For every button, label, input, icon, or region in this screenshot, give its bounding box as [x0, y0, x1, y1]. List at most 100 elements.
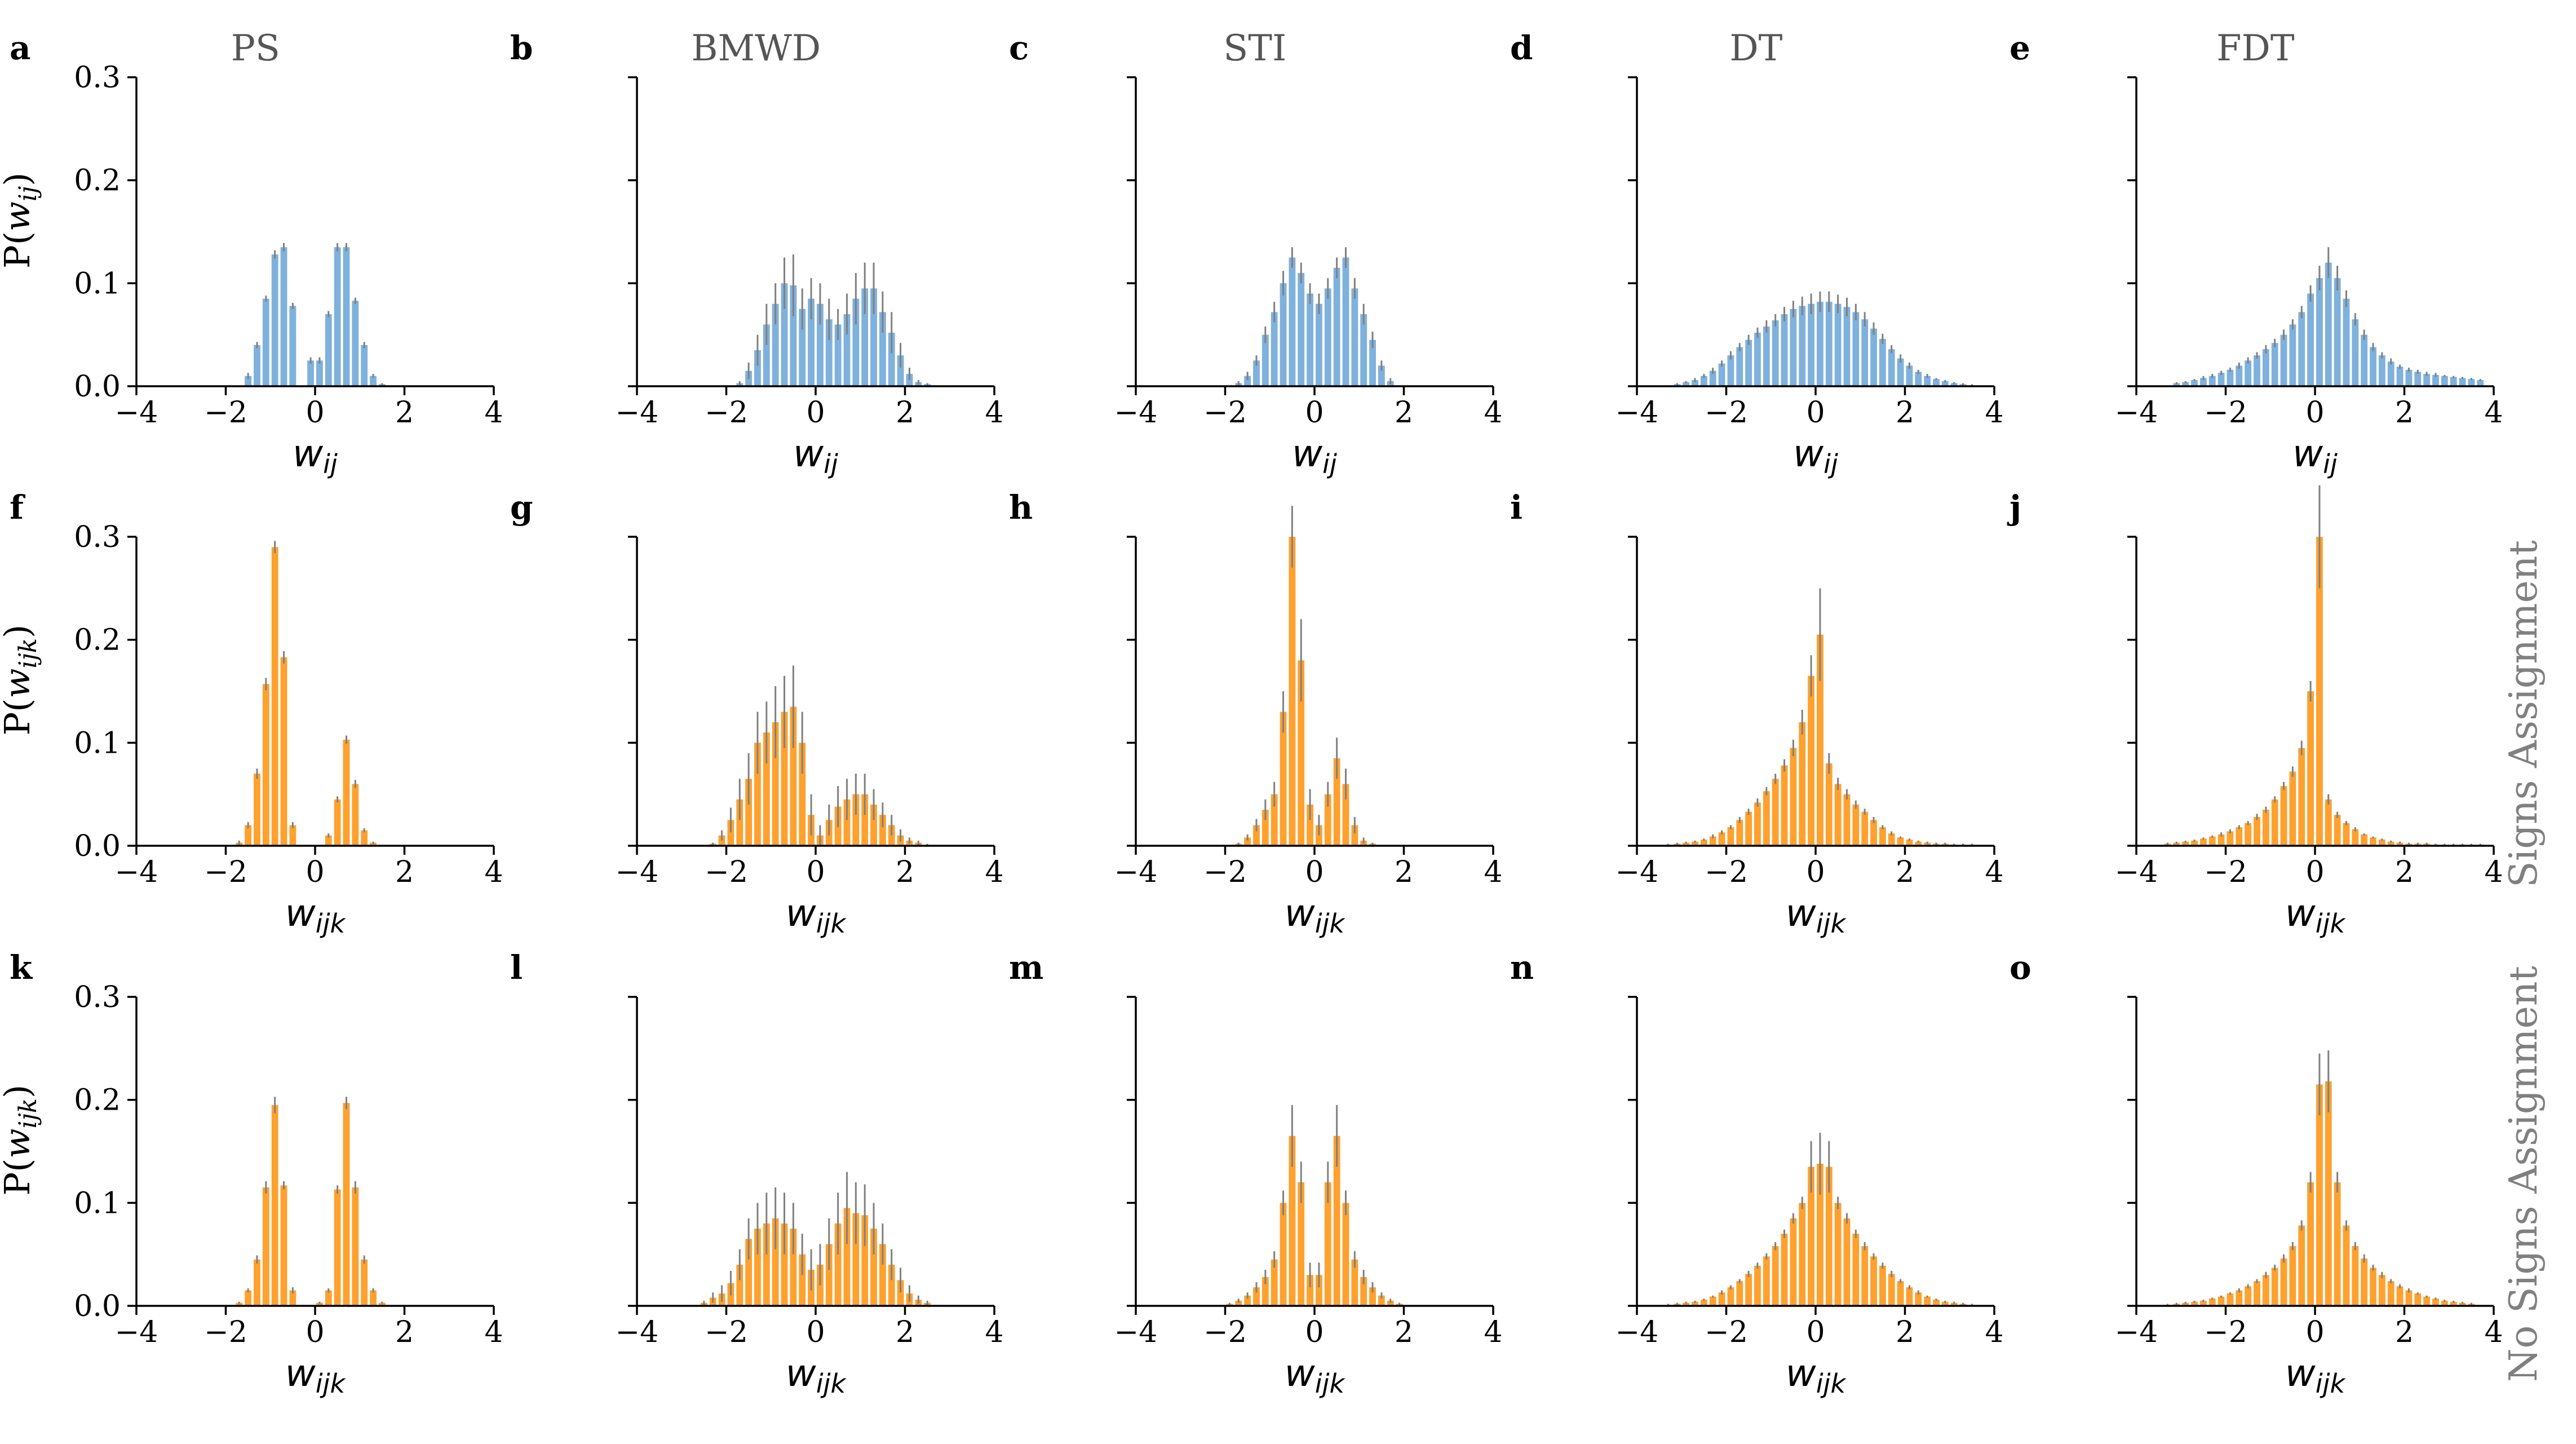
- x-tick-label: 4: [2484, 1315, 2503, 1349]
- x-tick-label: 4: [2484, 396, 2503, 430]
- bar: [2173, 383, 2180, 386]
- bar: [245, 1290, 252, 1306]
- bar: [1683, 842, 1690, 846]
- bar: [2271, 799, 2278, 846]
- x-tick-label: 2: [2395, 1315, 2414, 1349]
- bar: [2414, 372, 2422, 386]
- bar: [1351, 1259, 1358, 1306]
- bar: [1316, 825, 1322, 846]
- bar: [2191, 380, 2198, 386]
- x-axis-label: wij: [793, 432, 838, 479]
- x-tick-label: −4: [1615, 396, 1659, 430]
- bar: [254, 774, 260, 846]
- bar: [2396, 366, 2404, 386]
- x-tick-label: 2: [1896, 1315, 1914, 1349]
- bar: [897, 1280, 904, 1306]
- panel-j: −4 −2 0 2 4 j wijk: [2007, 485, 2503, 939]
- x-tick-label: 0: [1305, 1315, 1324, 1349]
- bar: [352, 301, 359, 386]
- bar: [2236, 827, 2243, 846]
- bar: [1307, 804, 1313, 846]
- bar: [2280, 334, 2287, 386]
- bar: [817, 1264, 824, 1306]
- bar: [2334, 1182, 2341, 1306]
- x-tick-label: −2: [2204, 855, 2247, 889]
- bar: [254, 1259, 260, 1306]
- bar: [1915, 372, 1922, 386]
- x-tick-label: 2: [896, 1315, 914, 1349]
- bar: [2307, 1182, 2314, 1306]
- bar: [1289, 1136, 1296, 1306]
- panel-b: −4 −2 0 2 4 b BMWD wij: [510, 28, 1004, 479]
- bar: [1888, 1274, 1895, 1306]
- x-tick-label: 0: [1806, 396, 1825, 430]
- bar: [897, 355, 904, 386]
- panel-letter: h: [1009, 488, 1033, 527]
- bar: [1754, 1265, 1761, 1306]
- y-tick-label: 0.3: [74, 981, 121, 1014]
- bar: [370, 376, 377, 386]
- bar: [1235, 1300, 1242, 1306]
- bar: [289, 306, 296, 386]
- panel-letter: n: [1510, 948, 1534, 987]
- x-axis-label: wij: [1793, 432, 1838, 479]
- bar: [1790, 1218, 1797, 1306]
- bar: [1718, 363, 1725, 386]
- x-tick-label: −4: [2115, 396, 2158, 430]
- bar: [1718, 1292, 1725, 1306]
- bar: [852, 1213, 860, 1306]
- bar: [1906, 1287, 1913, 1306]
- bar: [343, 739, 350, 846]
- x-axis-label: wijk: [285, 891, 347, 939]
- panel-n: −4 −2 0 2 4 n wijk: [1510, 948, 2004, 1399]
- bar: [325, 1290, 332, 1306]
- bar: [1763, 791, 1770, 846]
- bar: [727, 820, 734, 846]
- bar: [870, 1229, 877, 1306]
- panel-letter: a: [10, 29, 31, 67]
- bar: [2254, 355, 2260, 386]
- y-axis-label: P(wij): [0, 173, 42, 269]
- bar: [1683, 382, 1690, 386]
- bar: [1298, 660, 1305, 846]
- bar: [325, 835, 332, 846]
- x-tick-label: 0: [306, 1315, 324, 1349]
- bar: [1879, 1265, 1886, 1306]
- bar: [1745, 811, 1752, 846]
- x-tick-label: 0: [306, 855, 324, 889]
- bar: [763, 1223, 770, 1306]
- bar: [1825, 763, 1833, 846]
- bar: [2414, 1293, 2422, 1306]
- bar: [1861, 811, 1869, 846]
- bar: [1709, 1296, 1716, 1306]
- bar: [852, 298, 860, 386]
- x-tick-label: −2: [705, 1315, 748, 1349]
- panel-h: −4 −2 0 2 4 h wijk: [1009, 488, 1503, 939]
- bar: [1378, 1295, 1385, 1306]
- bar: [2325, 1081, 2332, 1306]
- bar: [2441, 376, 2448, 386]
- bar: [1244, 837, 1251, 846]
- bar: [2396, 1286, 2404, 1306]
- bar: [1369, 339, 1376, 386]
- x-tick-label: 4: [484, 396, 503, 430]
- bar: [2262, 1275, 2269, 1306]
- bar: [2289, 1246, 2296, 1306]
- bar: [2245, 823, 2252, 846]
- panel-e: −4 −2 0 2 4 e FDT wij: [2010, 28, 2503, 479]
- x-tick-label: 4: [1985, 396, 2003, 430]
- bar: [1298, 1182, 1305, 1306]
- bar: [1718, 832, 1725, 846]
- bar: [1253, 1287, 1260, 1306]
- panel-m: −4 −2 0 2 4 m wijk: [1009, 948, 1503, 1399]
- x-axis-label: wijk: [1285, 891, 1346, 939]
- bar: [1915, 841, 1922, 846]
- x-tick-label: −4: [616, 1315, 659, 1349]
- x-tick-label: 2: [395, 396, 414, 430]
- bar: [2236, 1290, 2243, 1306]
- panel-g: −4 −2 0 2 4 g wijk: [510, 488, 1004, 939]
- bar: [352, 784, 359, 846]
- x-tick-label: 2: [2395, 855, 2414, 889]
- bar: [307, 360, 314, 386]
- bar: [1852, 312, 1860, 386]
